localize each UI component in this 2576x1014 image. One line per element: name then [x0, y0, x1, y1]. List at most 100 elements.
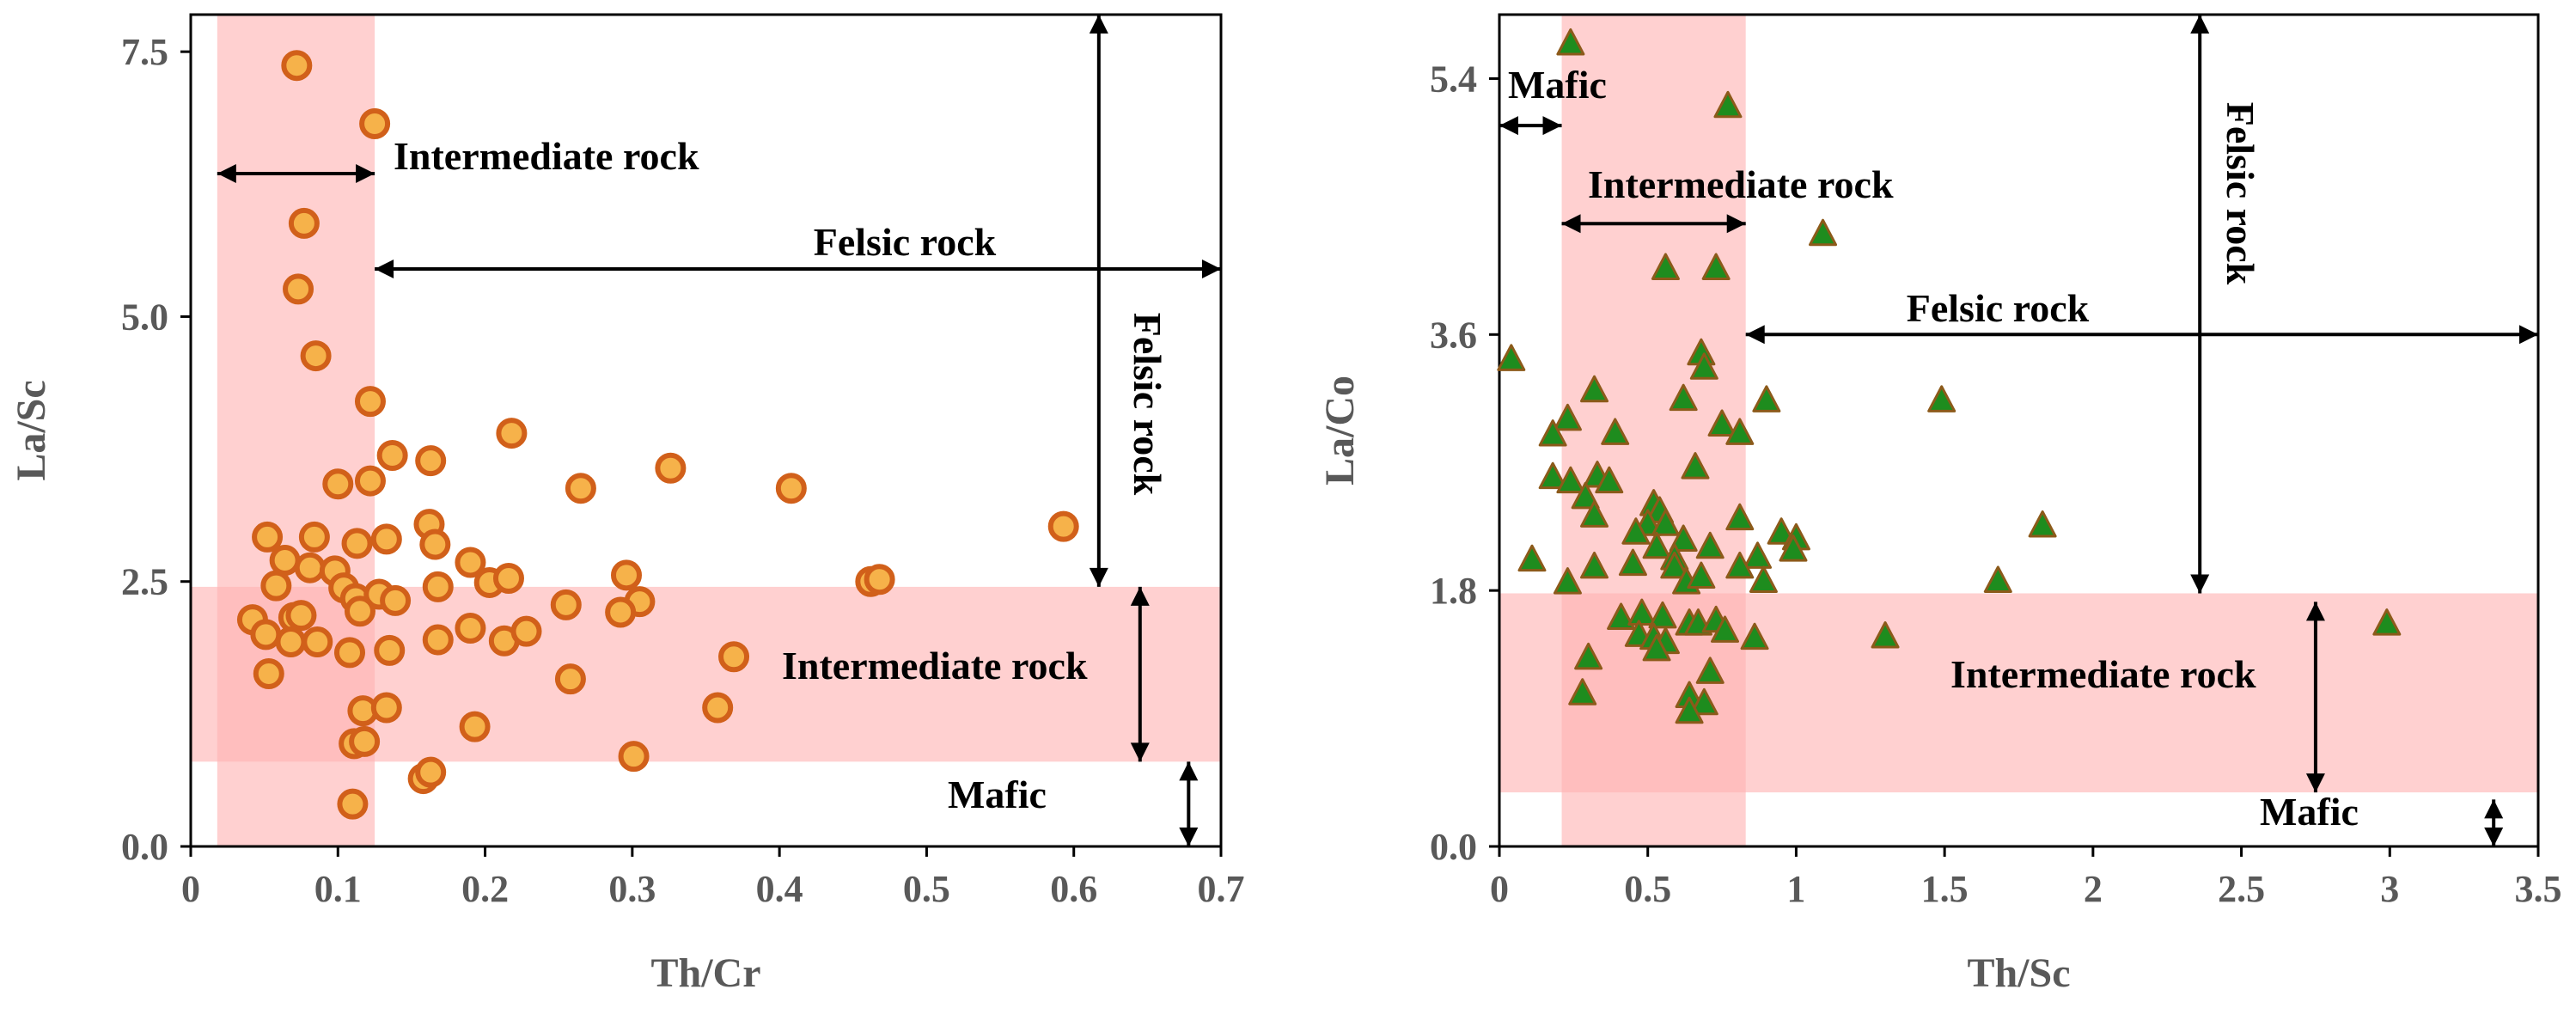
annotation-label: Mafic: [1508, 63, 1607, 107]
y-axis-title: La/Co: [1317, 376, 1363, 486]
y-tick-label: 5.4: [1430, 58, 1477, 100]
data-point: [1809, 218, 1838, 247]
annotation-label: Felsic rock: [1126, 313, 1169, 496]
data-point: [344, 596, 375, 627]
y-tick-label: 0.0: [1430, 826, 1477, 868]
y-tick-label: 1.8: [1430, 570, 1477, 612]
data-point: [1660, 551, 1689, 579]
annotation-label: Intermediate rock: [1588, 162, 1894, 206]
data-point: [2028, 510, 2057, 538]
data-point: [1580, 375, 1609, 403]
data-point: [1669, 383, 1698, 412]
annotation-arrow-3-head: [1130, 586, 1150, 606]
annotation-arrow-0-head: [1542, 116, 1562, 136]
data-point: [294, 552, 326, 583]
x-axis-title: Th/Cr: [650, 950, 760, 996]
data-point: [1713, 90, 1743, 119]
annotation-arrow-0: [1499, 116, 1562, 136]
data-point: [1538, 461, 1567, 490]
annotation-arrow-4: [2305, 602, 2325, 793]
annotation-arrow-5-head: [2484, 799, 2504, 819]
annotation-arrow-1: [1561, 214, 1746, 234]
data-point: [322, 468, 354, 500]
data-point: [1871, 621, 1900, 649]
data-point: [510, 615, 542, 647]
data-point: [422, 571, 454, 602]
data-point: [1571, 481, 1600, 510]
annotation-arrow-1: [375, 259, 1221, 278]
x-tick-label: 0.6: [1050, 868, 1097, 910]
data-point: [302, 626, 333, 658]
x-tick-label: 2: [2084, 868, 2103, 910]
annotation-arrow-0-head: [356, 163, 375, 183]
data-point: [455, 547, 486, 578]
annotation-arrow-4-head: [2305, 602, 2325, 621]
data-point: [455, 612, 486, 644]
data-point: [2372, 608, 2402, 636]
x-tick-label: 2.5: [2218, 868, 2265, 910]
data-point: [380, 584, 412, 616]
x-tick-label: 3: [2380, 868, 2399, 910]
annotation-arrow-2-head: [2519, 325, 2538, 345]
data-point: [1983, 565, 2012, 593]
data-point: [281, 50, 313, 82]
data-point: [1749, 565, 1778, 593]
data-point: [1689, 352, 1718, 380]
data-point: [260, 570, 292, 602]
data-point: [1595, 466, 1624, 494]
data-point: [1669, 524, 1698, 552]
annotation-arrow-4: [1179, 761, 1199, 846]
data-point: [1607, 602, 1636, 630]
annotation-arrow-1-head: [1726, 214, 1746, 234]
y-tick-label: 7.5: [121, 31, 168, 73]
data-point: [1711, 615, 1740, 643]
data-point: [718, 641, 750, 673]
annotation-label: Felsic rock: [1907, 286, 2090, 330]
annotation-arrow-2-head: [1745, 325, 1765, 345]
data-point: [1651, 509, 1680, 536]
annotation-label: Mafic: [2260, 790, 2359, 834]
annotation-label: Mafic: [948, 773, 1047, 816]
data-point: [702, 692, 734, 724]
data-point: [565, 473, 596, 504]
annotation-arrow-0: [217, 163, 375, 183]
data-point: [1743, 541, 1773, 569]
annotation-arrow-5: [2484, 799, 2504, 846]
data-point: [611, 559, 643, 591]
x-tick-label: 0: [181, 868, 200, 910]
data-point: [1779, 534, 1808, 562]
data-point: [250, 619, 282, 651]
data-point: [1556, 466, 1585, 494]
annotation-arrow-2: [1089, 15, 1108, 587]
annotation-arrow-4-head: [2305, 773, 2325, 793]
data-point: [775, 473, 807, 504]
data-point: [1601, 418, 1630, 445]
x-tick-label: 0.7: [1198, 868, 1245, 910]
data-point: [554, 663, 586, 695]
data-point: [370, 523, 402, 555]
data-point: [1580, 551, 1609, 579]
data-point: [376, 439, 408, 471]
x-tick-label: 1: [1786, 868, 1805, 910]
data-point: [605, 596, 637, 628]
data-point: [252, 521, 284, 553]
x-axis-title: Th/Sc: [1967, 950, 2070, 996]
x-tick-label: 0.1: [314, 868, 362, 910]
data-point: [1752, 385, 1781, 412]
annotation-arrow-1-head: [1202, 259, 1221, 278]
data-point: [1681, 452, 1710, 480]
data-point: [300, 340, 332, 372]
data-point: [341, 528, 373, 559]
data-point: [354, 465, 386, 497]
annotation-arrow-3: [1130, 586, 1150, 762]
data-point: [655, 452, 687, 484]
x-tick-label: 0.5: [903, 868, 950, 910]
annotation-label: Felsic rock: [814, 220, 997, 264]
annotation-arrow-4-head: [1179, 828, 1199, 846]
data-point: [298, 521, 330, 553]
data-point: [1538, 419, 1567, 447]
data-point: [618, 741, 650, 773]
x-tick-label: 0.2: [461, 868, 509, 910]
data-point: [269, 545, 301, 577]
chart-right-th-sc-vs-la-co: 0 0.5 1 1.5 2 2.5 3 3.5 0.0 1.8 3.6 5.4 Th/Sc La/Co Ma…: [1317, 13, 2562, 996]
